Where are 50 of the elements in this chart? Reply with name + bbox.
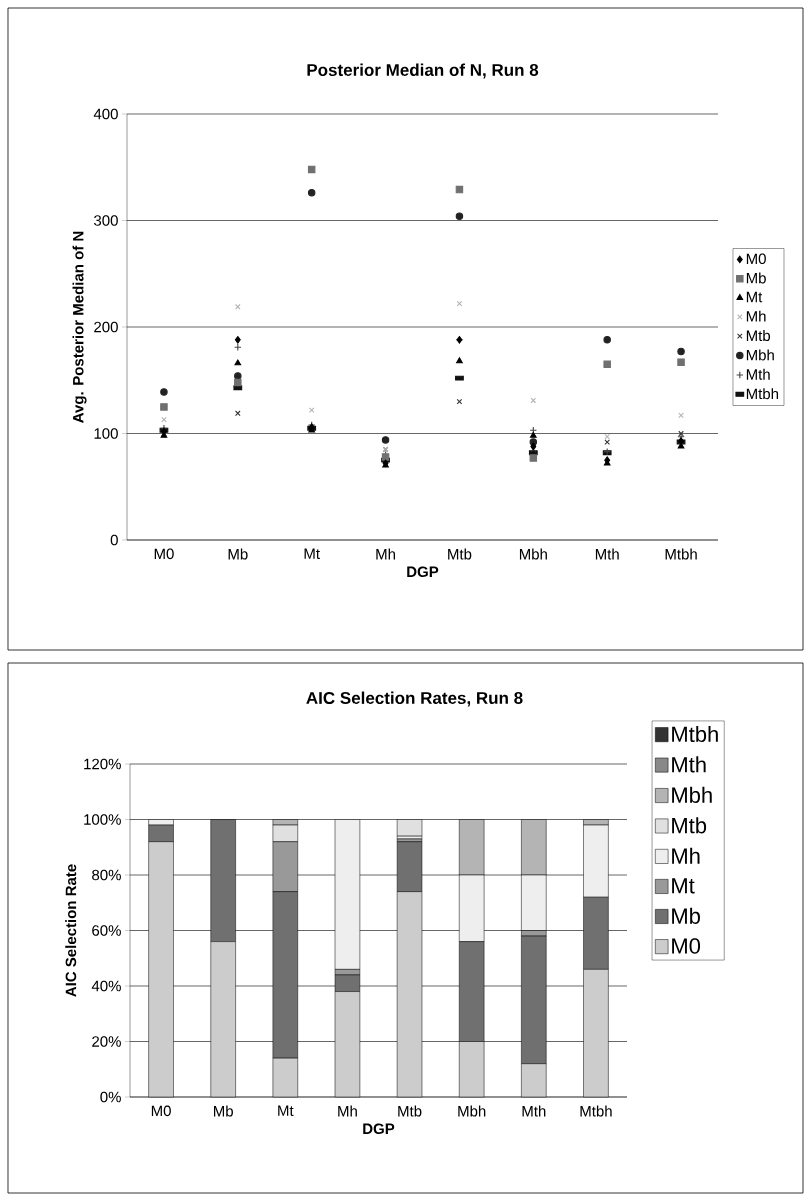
legend-label: M0 [746, 253, 766, 265]
legend-label: Mh [746, 310, 766, 322]
y-tick-label: 0% [100, 1091, 121, 1103]
legend-label: Mtbh [672, 725, 718, 743]
y-tick-label: 20% [92, 1036, 121, 1047]
y-tick-label: 100 [94, 428, 118, 439]
y-tick-label: 400 [93, 108, 118, 120]
x-tick-label: Mb [213, 1105, 233, 1117]
y-axis-title: AIC Selection Rate [65, 864, 77, 997]
legend-label: Mt [672, 878, 695, 894]
legend-label: Mtbh [746, 388, 779, 400]
x-tick-label: M0 [154, 548, 174, 560]
x-tick-label: Mt [278, 1105, 294, 1116]
x-tick-label: M0 [151, 1105, 171, 1117]
y-tick-label: 60% [92, 925, 121, 936]
x-tick-label: Mtbh [580, 1105, 612, 1117]
legend-label: Mth [672, 756, 706, 773]
x-axis-title: DGP [363, 1123, 395, 1135]
x-tick-label: Mbh [458, 1105, 486, 1117]
x-axis-title: DGP [407, 566, 439, 578]
legend-label: Mt [746, 291, 763, 303]
chart-title: AIC Selection Rates, Run 8 [306, 691, 523, 707]
x-tick-label: Mbh [519, 548, 547, 560]
legend-label: Mb [672, 907, 700, 924]
x-tick-label: Mt [304, 548, 320, 559]
x-tick-label: Mtb [398, 1105, 422, 1117]
x-tick-label: Mb [228, 548, 248, 560]
y-tick-label: 0 [110, 534, 118, 546]
y-tick-label: 100% [84, 814, 121, 825]
legend-label: Mtb [746, 330, 771, 342]
legend-label: Mtb [672, 817, 707, 834]
legend-label: Mh [672, 847, 700, 864]
y-tick-label: 120% [84, 758, 121, 770]
x-tick-label: Mtb [448, 548, 472, 560]
x-tick-label: Mh [338, 1105, 357, 1117]
legend-label: Mb [746, 272, 766, 284]
x-tick-label: Mth [522, 1105, 546, 1117]
y-tick-label: 40% [91, 980, 121, 992]
y-tick-label: 200 [94, 321, 118, 333]
chart-title: Posterior Median of N, Run 8 [307, 63, 539, 79]
legend-label: Mbh [746, 349, 774, 361]
legend-label: Mth [746, 368, 770, 380]
legend-label: M0 [672, 938, 701, 954]
legend-label: Mbh [672, 786, 712, 803]
y-tick-label: 80% [92, 869, 121, 881]
y-tick-label: 300 [94, 215, 118, 226]
y-axis-title: Avg. Posterior Median of N [72, 231, 87, 423]
x-tick-label: Mtbh [665, 548, 697, 560]
x-tick-label: Mh [376, 548, 396, 560]
x-tick-label: Mth [595, 548, 619, 560]
